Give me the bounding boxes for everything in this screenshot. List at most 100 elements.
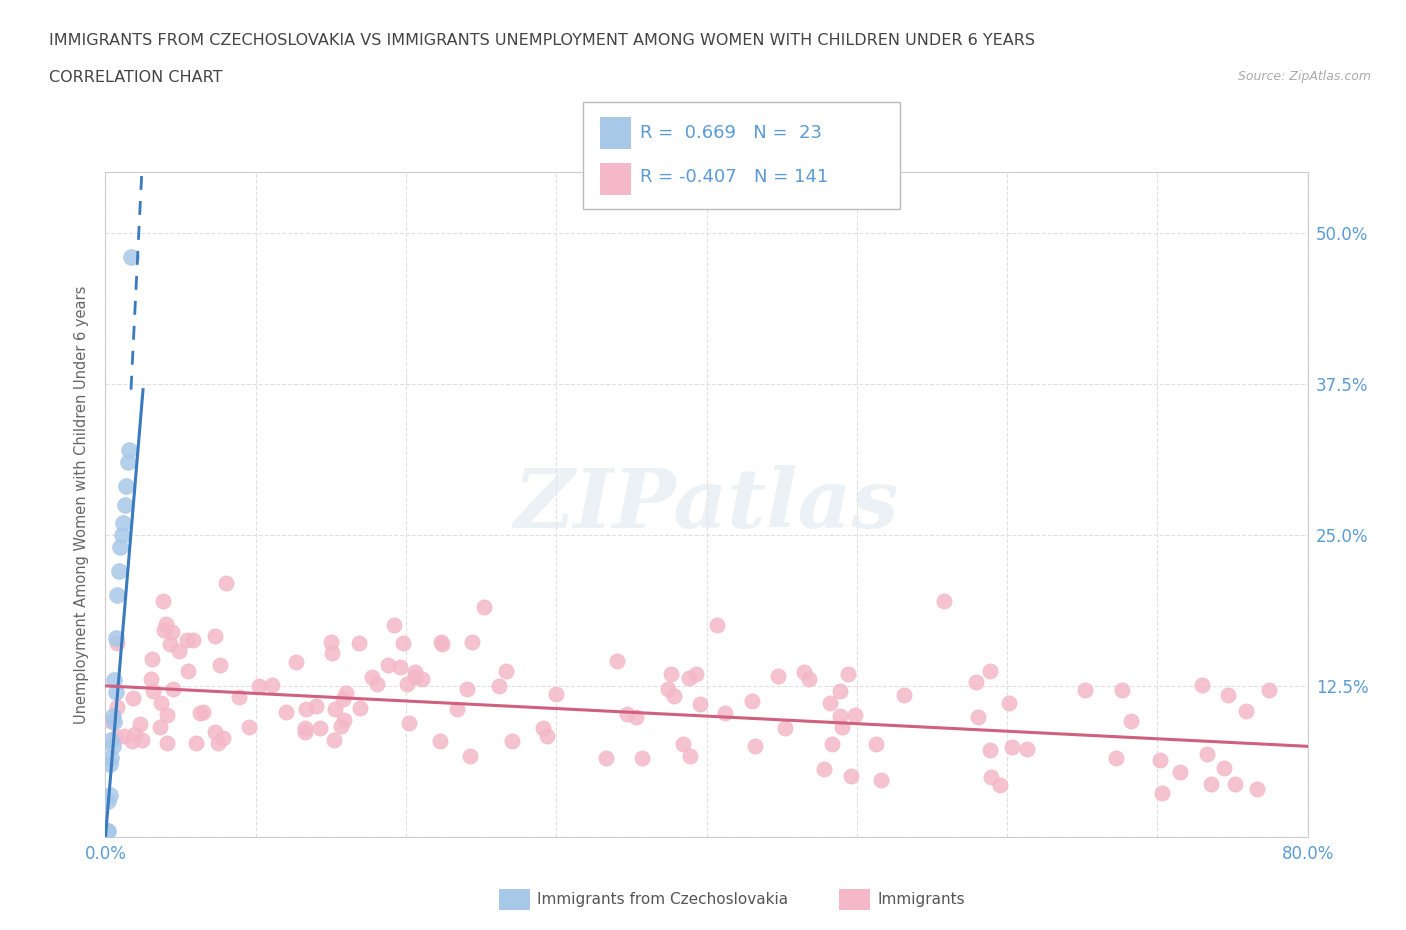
Point [870, 773, 893, 788]
Point [446, 701, 468, 716]
Point [714, 706, 737, 721]
Point [212, 731, 235, 746]
Point [321, 645, 343, 660]
Point [411, 671, 433, 686]
Point [101, 709, 124, 724]
Point [998, 696, 1021, 711]
Point [115, 479, 138, 494]
Point [129, 717, 152, 732]
Point [208, 658, 231, 673]
Point [149, 720, 172, 735]
Point [117, 455, 139, 470]
Point [461, 634, 484, 649]
Point [167, 644, 190, 658]
Point [988, 777, 1011, 792]
Point [544, 686, 567, 701]
Point [108, 564, 131, 578]
Point [662, 689, 685, 704]
Point [305, 699, 328, 714]
Point [472, 600, 495, 615]
Point [107, 588, 129, 603]
Point [160, 625, 183, 640]
Point [839, 768, 862, 783]
Point [285, 655, 308, 670]
Point [1246, 782, 1268, 797]
Point [207, 736, 229, 751]
Point [294, 721, 316, 736]
Point [1150, 786, 1173, 801]
Point [105, 636, 128, 651]
Point [1149, 753, 1171, 768]
Point [114, 498, 136, 512]
Point [309, 720, 332, 735]
Point [141, 651, 163, 666]
Point [389, 659, 412, 674]
Point [1199, 777, 1222, 791]
Point [131, 732, 153, 747]
Point [323, 701, 346, 716]
Point [377, 658, 399, 672]
Point [349, 636, 371, 651]
Point [215, 576, 238, 591]
Point [97, 793, 120, 808]
Point [659, 666, 682, 681]
Point [382, 618, 405, 633]
Point [392, 635, 415, 650]
Point [689, 697, 711, 711]
Point [616, 707, 638, 722]
Point [105, 699, 128, 714]
Point [1197, 747, 1219, 762]
Point [456, 682, 478, 697]
Point [685, 666, 707, 681]
Text: CORRELATION CHART: CORRELATION CHART [49, 70, 222, 85]
Point [606, 654, 628, 669]
Point [333, 713, 356, 728]
Point [404, 669, 426, 684]
Point [395, 677, 418, 692]
Point [361, 670, 384, 684]
Point [979, 742, 1001, 757]
Point [97, 824, 120, 839]
Text: Immigrants from Czechoslovakia: Immigrants from Czechoslovakia [537, 892, 789, 907]
Point [966, 710, 988, 724]
Point [398, 715, 420, 730]
Point [103, 672, 125, 687]
Point [865, 737, 887, 751]
Point [1073, 683, 1095, 698]
Point [349, 701, 371, 716]
Point [98, 787, 121, 802]
Point [679, 749, 702, 764]
Point [1111, 683, 1133, 698]
Point [156, 735, 179, 750]
Point [159, 636, 181, 651]
Point [744, 738, 766, 753]
Point [404, 664, 426, 679]
Point [332, 692, 354, 707]
Point [429, 734, 451, 749]
Point [893, 687, 915, 702]
Point [98, 757, 121, 772]
Point [188, 705, 211, 720]
Point [274, 705, 297, 720]
Point [294, 724, 316, 739]
Point [110, 539, 132, 554]
Point [322, 733, 344, 748]
Point [104, 631, 127, 645]
Point [142, 684, 165, 698]
Point [141, 672, 163, 687]
Text: R = -0.407   N = 141: R = -0.407 N = 141 [640, 168, 828, 186]
Point [813, 762, 835, 777]
Point [799, 671, 821, 686]
Point [150, 696, 173, 711]
Point [429, 634, 451, 649]
Point [837, 667, 859, 682]
Point [186, 735, 208, 750]
Point [793, 665, 815, 680]
Point [1170, 764, 1192, 779]
Point [706, 618, 728, 633]
Point [105, 729, 128, 744]
Point [766, 669, 789, 684]
Point [153, 622, 176, 637]
Point [122, 691, 145, 706]
Point [118, 443, 141, 458]
